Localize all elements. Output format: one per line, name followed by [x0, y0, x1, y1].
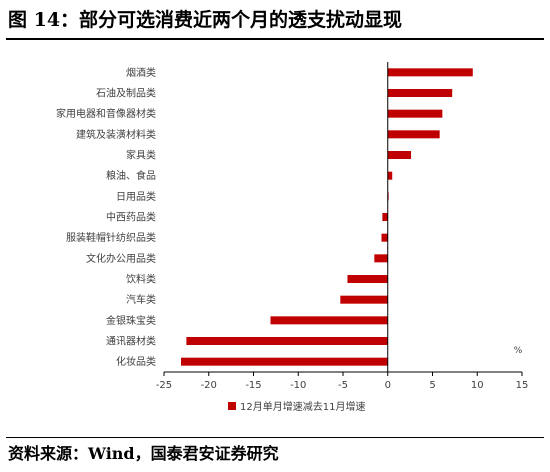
- bar: [381, 233, 388, 242]
- x-tick-label: -5: [338, 380, 348, 391]
- x-tick-label: 5: [429, 380, 435, 391]
- bar: [270, 316, 388, 325]
- bar-series: [181, 68, 473, 366]
- unit-label: %: [514, 346, 523, 356]
- x-tick-label: 10: [471, 380, 484, 391]
- source-note: 资料来源：Wind，国泰君安证券研究: [8, 444, 279, 463]
- bar: [387, 151, 412, 159]
- bar: [347, 275, 388, 283]
- x-axis-ticks: -25 -20 -15 -10 -5 0 5 10 15: [156, 372, 529, 391]
- x-tick-label: 0: [385, 380, 391, 391]
- bar: [382, 213, 388, 221]
- figure-title: 图 14：部分可选消费近两个月的透支扰动显现: [8, 9, 403, 31]
- category-label: 日用品类: [116, 190, 156, 203]
- category-label: 粮油、食品: [106, 169, 156, 182]
- category-label: 建筑及装潢材料类: [76, 128, 156, 141]
- category-label: 文化办公用品类: [86, 252, 156, 265]
- category-label: 汽车类: [126, 293, 156, 306]
- legend-swatch: [228, 402, 236, 410]
- category-label: 金银珠宝类: [106, 314, 156, 327]
- bar-chart: 烟酒类石油及制品类家用电器和音像器材类建筑及装潢材料类家具类粮油、食品日用品类中…: [56, 62, 529, 413]
- bar: [387, 68, 473, 77]
- bar: [387, 171, 393, 180]
- category-label: 家具类: [126, 149, 156, 162]
- bar: [387, 89, 453, 97]
- category-label: 饮料类: [126, 273, 156, 286]
- bar: [387, 130, 440, 139]
- x-tick-label: -20: [201, 380, 217, 391]
- category-labels: 烟酒类石油及制品类家用电器和音像器材类建筑及装潢材料类家具类粮油、食品日用品类中…: [56, 66, 156, 368]
- x-tick-label: -15: [245, 380, 261, 391]
- x-tick-label: -25: [156, 380, 172, 391]
- x-tick-label: 15: [516, 380, 529, 391]
- x-tick-label: -10: [290, 380, 306, 391]
- bar: [374, 254, 388, 263]
- title-rule: [6, 38, 544, 40]
- bar: [186, 337, 388, 345]
- legend: 12月单月增速减去11月增速: [228, 400, 365, 413]
- bar: [340, 295, 388, 304]
- category-label: 中西药品类: [106, 211, 156, 224]
- bar: [181, 357, 388, 366]
- category-label: 服装鞋帽针纺织品类: [66, 231, 156, 244]
- category-label: 石油及制品类: [96, 87, 156, 100]
- category-label: 家用电器和音像器材类: [56, 107, 156, 120]
- bar: [387, 109, 443, 118]
- source-rule: [6, 437, 544, 438]
- legend-label: 12月单月增速减去11月增速: [240, 400, 365, 413]
- category-label: 通讯器材类: [106, 335, 156, 348]
- category-label: 烟酒类: [126, 66, 156, 79]
- category-label: 化妆品类: [116, 355, 156, 368]
